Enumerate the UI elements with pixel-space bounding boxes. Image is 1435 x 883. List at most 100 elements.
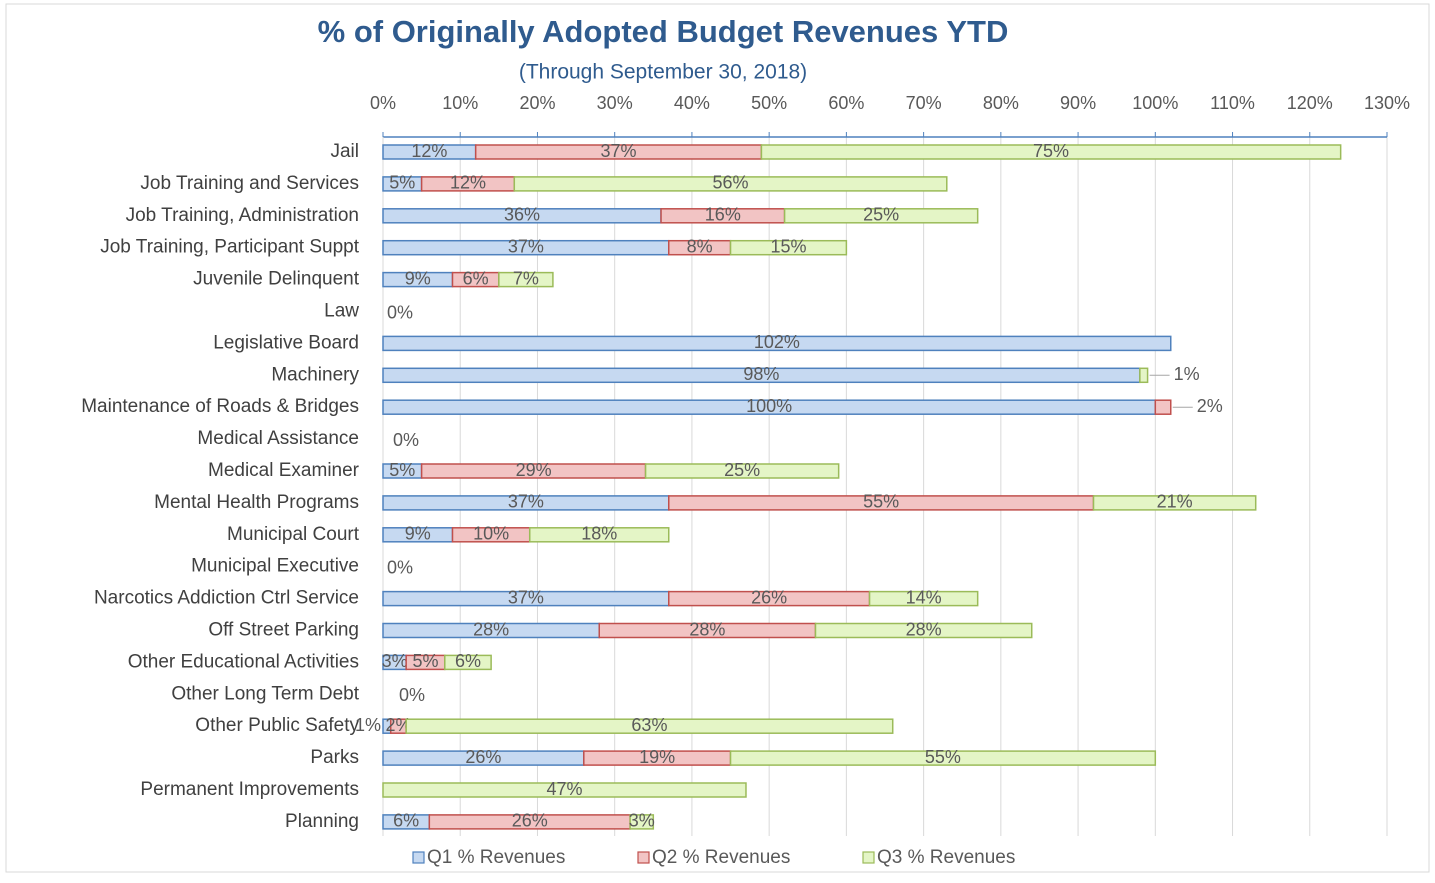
data-label: 28%: [689, 619, 725, 639]
y-tick-label: Off Street Parking: [208, 620, 359, 641]
x-tick-label: 20%: [519, 93, 555, 113]
data-label: 37%: [508, 587, 544, 607]
data-label: 7%: [513, 268, 539, 288]
y-tick-label: Legislative Board: [213, 332, 359, 353]
data-label: 63%: [631, 715, 667, 735]
chart-subtitle: (Through September 30, 2018): [519, 61, 807, 84]
y-tick-label: Maintenance of Roads & Bridges: [81, 396, 359, 417]
bar: [783, 208, 979, 224]
data-label: 2%: [1197, 396, 1223, 416]
x-tick-label: 80%: [983, 93, 1019, 113]
y-tick-label: Medical Assistance: [197, 428, 359, 449]
data-label: 1%: [355, 715, 381, 735]
data-label: 1%: [1174, 364, 1200, 384]
y-tick-label: Mental Health Programs: [154, 492, 359, 513]
bar: [1154, 399, 1172, 415]
legend-swatch: [412, 851, 425, 864]
legend-label: Q1 % Revenues: [427, 847, 565, 868]
x-tick-label: 10%: [442, 93, 478, 113]
data-label: 6%: [463, 268, 489, 288]
y-tick-label: Parks: [310, 747, 359, 768]
data-label: 15%: [770, 236, 806, 256]
data-label: 0%: [387, 302, 413, 322]
data-label: 21%: [1157, 492, 1193, 512]
data-label: 47%: [546, 779, 582, 799]
data-label: 6%: [455, 651, 481, 671]
data-label: 12%: [411, 141, 447, 161]
data-label: 37%: [601, 141, 637, 161]
data-label: 18%: [581, 524, 617, 544]
data-label: 55%: [925, 747, 961, 767]
data-label: 98%: [743, 364, 779, 384]
data-label: 16%: [705, 205, 741, 225]
y-tick-label: Law: [324, 301, 359, 322]
data-label: 6%: [393, 811, 419, 831]
data-label: 28%: [906, 619, 942, 639]
legend-label: Q3 % Revenues: [877, 847, 1015, 868]
x-tick-label: 70%: [906, 93, 942, 113]
data-label: 5%: [389, 173, 415, 193]
x-tick-label: 40%: [674, 93, 710, 113]
y-tick-label: Job Training, Participant Suppt: [100, 237, 359, 258]
data-label: 0%: [387, 557, 413, 577]
data-label: 0%: [393, 430, 419, 450]
y-tick-label: Municipal Executive: [191, 556, 359, 577]
legend-swatch: [637, 851, 650, 864]
data-label: 5%: [389, 460, 415, 480]
x-tick-label: 60%: [828, 93, 864, 113]
bar: [760, 144, 1342, 160]
y-tick-label: Job Training and Services: [140, 173, 359, 194]
y-tick-label: Juvenile Delinquent: [193, 269, 360, 290]
x-tick-label: 130%: [1364, 93, 1410, 113]
data-label: 26%: [512, 811, 548, 831]
data-label: 28%: [473, 619, 509, 639]
data-label: 37%: [508, 236, 544, 256]
data-label: 14%: [906, 587, 942, 607]
y-tick-label: Other Long Term Debt: [171, 683, 359, 704]
y-tick-label: Narcotics Addiction Ctrl Service: [94, 588, 359, 609]
x-tick-label: 50%: [751, 93, 787, 113]
data-label: 26%: [751, 587, 787, 607]
legend-label: Q2 % Revenues: [652, 847, 790, 868]
bar: [513, 176, 948, 192]
chart-title: % of Originally Adopted Budget Revenues …: [318, 14, 1009, 49]
data-label: 3%: [629, 811, 655, 831]
data-label: 56%: [713, 173, 749, 193]
y-tick-label: Permanent Improvements: [140, 779, 359, 800]
data-label: 75%: [1033, 141, 1069, 161]
bar: [498, 271, 554, 288]
bar: [1139, 367, 1149, 384]
data-label: 29%: [516, 460, 552, 480]
data-label: 100%: [746, 396, 792, 416]
y-tick-label: Jail: [330, 141, 359, 162]
x-tick-label: 90%: [1060, 93, 1096, 113]
bar: [629, 814, 655, 830]
data-label: 25%: [863, 205, 899, 225]
bar: [528, 527, 670, 543]
data-label: 36%: [504, 205, 540, 225]
data-label: 25%: [724, 460, 760, 480]
y-tick-label: Job Training, Administration: [126, 205, 359, 226]
bar: [1092, 495, 1257, 511]
y-tick-label: Other Public Safety: [195, 715, 359, 736]
data-label: 8%: [687, 236, 713, 256]
x-tick-label: 0%: [370, 93, 396, 113]
bar: [444, 654, 492, 671]
data-label: 5%: [412, 651, 438, 671]
y-tick-label: Municipal Court: [227, 524, 360, 545]
data-label: 10%: [473, 524, 509, 544]
bar: [644, 463, 840, 479]
data-label: 2%: [385, 715, 411, 735]
x-tick-label: 100%: [1132, 93, 1178, 113]
data-label: 3%: [382, 651, 408, 671]
x-tick-label: 30%: [597, 93, 633, 113]
data-label: 26%: [465, 747, 501, 767]
bar: [382, 782, 747, 798]
y-tick-label: Machinery: [271, 364, 359, 385]
data-label: 19%: [639, 747, 675, 767]
data-label: 9%: [405, 524, 431, 544]
data-label: 55%: [863, 492, 899, 512]
y-tick-label: Planning: [285, 811, 359, 832]
bar: [382, 335, 1172, 352]
